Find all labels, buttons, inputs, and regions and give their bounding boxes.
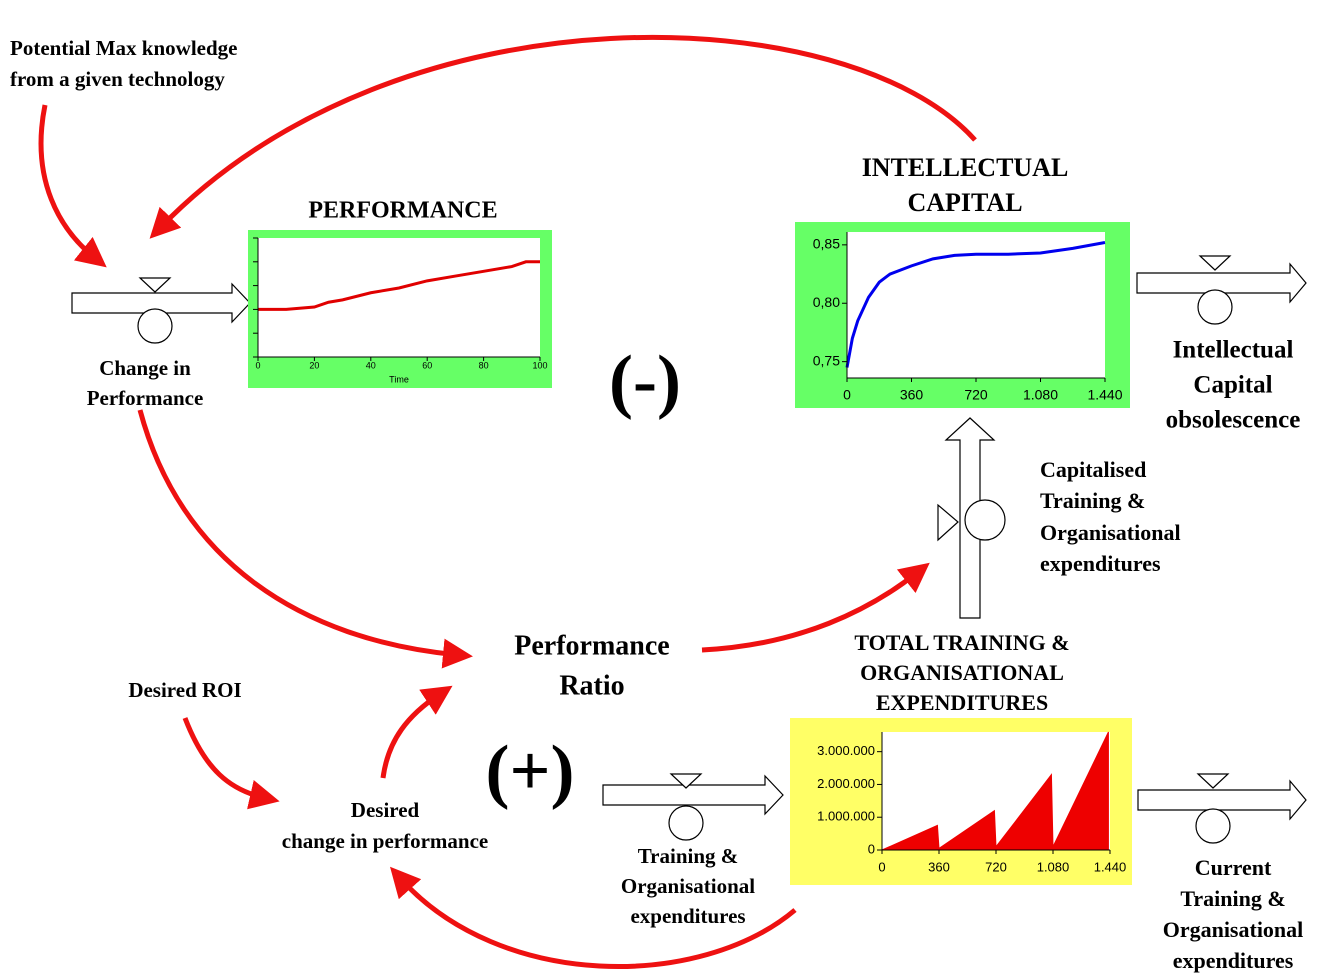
arrows [38, 34, 977, 969]
x-tick-label: 100 [532, 360, 547, 370]
x-tick-label: 0 [843, 387, 851, 403]
x-tick-label: 0 [255, 360, 260, 370]
chart-title: CAPITAL [907, 188, 1022, 217]
labels: Potential Max knowledge from a given tec… [10, 36, 1303, 973]
label: Intellectual [1173, 337, 1294, 364]
x-tick-label: 80 [479, 360, 489, 370]
link-arrow [380, 685, 453, 779]
chart-title: TOTAL TRAINING & [854, 630, 1069, 655]
data-line [258, 260, 540, 311]
y-tick-label: 1.000.000 [817, 809, 875, 824]
chart-title: INTELLECTUAL [862, 153, 1069, 182]
label: Organisational [1163, 917, 1304, 942]
label: obsolescence [1166, 407, 1301, 434]
label: Ratio [559, 670, 624, 701]
plot-area [258, 238, 540, 357]
label: Organisational [1040, 520, 1181, 545]
y-tick-label: 0 [868, 841, 875, 856]
label: Change in [99, 356, 191, 380]
label: Desired [351, 798, 420, 822]
valve-wheel [668, 805, 704, 841]
feedback-arrow [389, 866, 797, 969]
plot-area [847, 232, 1105, 378]
x-axis-label: Time [389, 374, 409, 384]
link-arrow [182, 717, 280, 810]
label: expenditures [1040, 551, 1161, 576]
label: Training & [1040, 488, 1145, 513]
y-tick-label: 0,80 [813, 294, 840, 310]
label: from a given technology [10, 67, 225, 91]
valve-wheel [1195, 808, 1231, 844]
label: Organisational [621, 874, 755, 898]
loop-sign: (-) [609, 341, 681, 421]
x-tick-label: 360 [900, 387, 924, 403]
x-tick-label: 1.440 [1094, 859, 1127, 874]
chart-title: ORGANISATIONAL [860, 660, 1064, 685]
link-arrow [701, 562, 930, 653]
x-tick-label: 20 [309, 360, 319, 370]
label: Desired ROI [128, 678, 241, 702]
x-tick-label: 720 [964, 387, 988, 403]
valve [669, 773, 703, 789]
feedback-arrow [149, 34, 977, 239]
y-tick-label: 3.000.000 [817, 743, 875, 758]
chart-title: PERFORMANCE [308, 198, 497, 224]
valve-wheel [964, 499, 1006, 541]
label: change in performance [282, 829, 488, 853]
chart-title: EXPENDITURES [876, 690, 1048, 715]
flow-pipe [602, 774, 784, 816]
x-tick-label: 1.080 [1023, 387, 1058, 403]
y-tick-label: 0,75 [813, 352, 840, 368]
label: Potential Max knowledge [10, 36, 237, 60]
label: Training & [638, 844, 739, 868]
x-tick-label: 0 [878, 859, 885, 874]
x-tick-label: 360 [928, 859, 950, 874]
label: Capitalised [1040, 457, 1146, 482]
y-tick-label: 0,85 [813, 236, 840, 252]
valve-wheel [137, 308, 173, 344]
valve [138, 277, 172, 293]
label: Performance [87, 386, 204, 410]
flow-pipe [1136, 262, 1307, 304]
link-arrow [38, 104, 107, 268]
label: expenditures [1173, 948, 1294, 973]
valve-wheel [1197, 289, 1233, 325]
x-tick-label: 1.080 [1037, 859, 1070, 874]
x-tick-label: 40 [366, 360, 376, 370]
flow-pipe [1137, 779, 1307, 821]
valve [937, 503, 959, 542]
flows [71, 255, 1307, 844]
label: Current [1195, 855, 1272, 880]
x-tick-label: 1.440 [1087, 387, 1122, 403]
x-tick-label: 720 [985, 859, 1007, 874]
data-line [845, 241, 1106, 368]
label: Training & [1180, 886, 1285, 911]
valve [1196, 773, 1230, 789]
label: expenditures [630, 904, 745, 928]
link-arrow [137, 409, 473, 669]
data-area [881, 731, 1109, 851]
label: Performance [514, 630, 669, 661]
label: Capital [1193, 372, 1272, 399]
x-tick-label: 60 [422, 360, 432, 370]
valve [1198, 255, 1232, 271]
loop-sign: (+) [486, 731, 575, 811]
y-tick-label: 2.000.000 [817, 776, 875, 791]
flow-pipe [71, 282, 251, 324]
